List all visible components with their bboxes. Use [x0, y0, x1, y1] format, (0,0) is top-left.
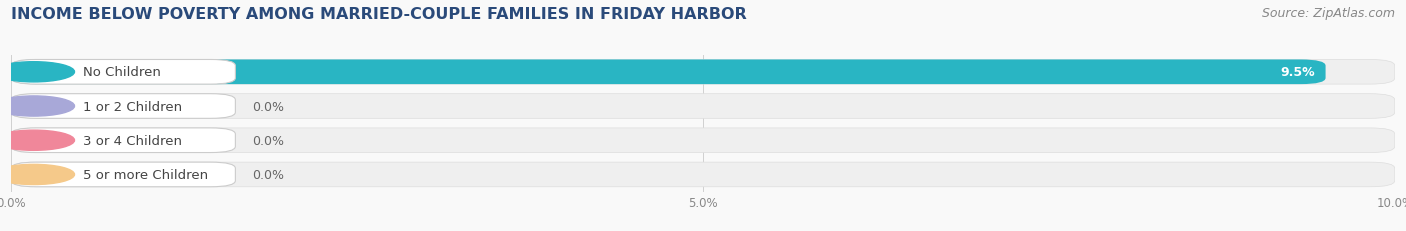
FancyBboxPatch shape [11, 60, 1395, 85]
FancyBboxPatch shape [11, 60, 1326, 85]
Text: No Children: No Children [83, 66, 160, 79]
Circle shape [0, 165, 75, 185]
Text: 0.0%: 0.0% [252, 134, 284, 147]
FancyBboxPatch shape [11, 128, 1395, 153]
Text: INCOME BELOW POVERTY AMONG MARRIED-COUPLE FAMILIES IN FRIDAY HARBOR: INCOME BELOW POVERTY AMONG MARRIED-COUPL… [11, 7, 747, 22]
Text: 0.0%: 0.0% [252, 168, 284, 181]
FancyBboxPatch shape [11, 60, 235, 85]
Text: 0.0%: 0.0% [252, 100, 284, 113]
Circle shape [0, 131, 75, 151]
Text: 1 or 2 Children: 1 or 2 Children [83, 100, 181, 113]
FancyBboxPatch shape [11, 128, 235, 153]
Text: 9.5%: 9.5% [1279, 66, 1315, 79]
FancyBboxPatch shape [11, 94, 235, 119]
Text: 3 or 4 Children: 3 or 4 Children [83, 134, 181, 147]
Circle shape [0, 97, 75, 117]
FancyBboxPatch shape [11, 94, 1395, 119]
Text: Source: ZipAtlas.com: Source: ZipAtlas.com [1261, 7, 1395, 20]
FancyBboxPatch shape [11, 162, 1395, 187]
FancyBboxPatch shape [11, 162, 235, 187]
Circle shape [0, 62, 75, 82]
Text: 5 or more Children: 5 or more Children [83, 168, 208, 181]
